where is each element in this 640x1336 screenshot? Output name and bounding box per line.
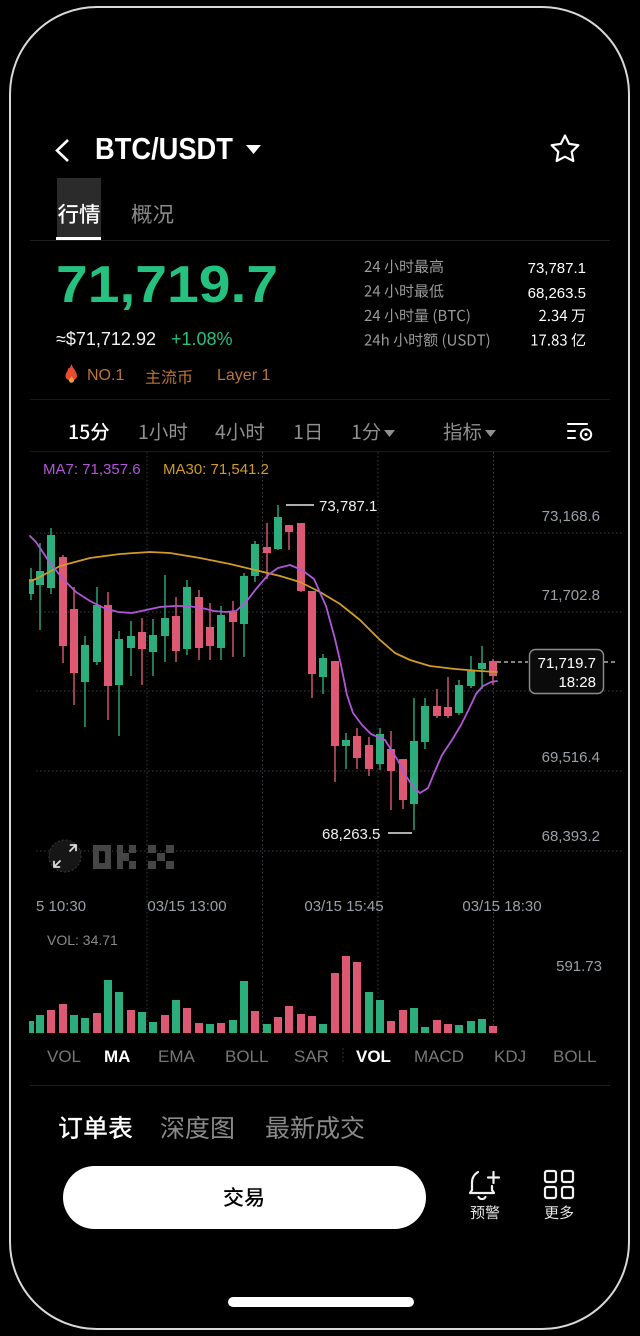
svg-text:SAR: SAR (294, 1047, 329, 1066)
svg-text:EMA: EMA (158, 1047, 196, 1066)
svg-text:73,168.6: 73,168.6 (542, 508, 600, 525)
svg-text:MA: MA (104, 1047, 130, 1066)
svg-text:BOLL: BOLL (225, 1047, 268, 1066)
svg-text:VOL: 34.71: VOL: 34.71 (47, 932, 118, 948)
svg-text:71,702.8: 71,702.8 (542, 587, 600, 604)
svg-text:71,719.7: 71,719.7 (538, 655, 596, 672)
svg-text:03/15 13:00: 03/15 13:00 (147, 898, 226, 915)
svg-text:68,393.2: 68,393.2 (542, 828, 600, 845)
svg-text:MA7: 71,357.6: MA7: 71,357.6 (43, 461, 141, 478)
svg-text:BOLL: BOLL (553, 1047, 596, 1066)
svg-text:VOL: VOL (356, 1047, 391, 1066)
svg-text:18:28: 18:28 (558, 674, 596, 691)
svg-text:69,516.4: 69,516.4 (542, 749, 600, 766)
svg-text:MACD: MACD (414, 1047, 464, 1066)
svg-text:68,263.5: 68,263.5 (322, 826, 380, 843)
svg-text:03/15 15:45: 03/15 15:45 (304, 898, 383, 915)
svg-text:MA30: 71,541.2: MA30: 71,541.2 (163, 461, 269, 478)
svg-text:03/15 18:30: 03/15 18:30 (462, 898, 541, 915)
svg-text:5 10:30: 5 10:30 (36, 898, 86, 915)
svg-text:591.73: 591.73 (556, 958, 602, 975)
svg-text:KDJ: KDJ (494, 1047, 526, 1066)
svg-text:VOL: VOL (47, 1047, 81, 1066)
svg-text:73,787.1: 73,787.1 (319, 498, 377, 515)
